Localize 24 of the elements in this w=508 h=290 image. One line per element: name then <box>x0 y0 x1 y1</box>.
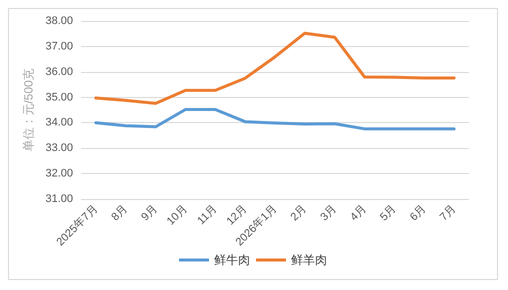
x-tick-label: 4月 <box>348 202 369 224</box>
x-tick-label: 5月 <box>378 202 399 224</box>
x-tick-label: 10月 <box>164 202 190 228</box>
y-tick-label: 32.00 <box>45 168 73 180</box>
line-series <box>94 108 456 130</box>
y-axis-title: 单位：元/500克 <box>22 68 36 152</box>
x-tick-label: 3月 <box>318 202 339 224</box>
x-tick-label: 11月 <box>195 202 220 228</box>
y-tick-label: 35.00 <box>45 91 73 104</box>
line-series <box>94 32 456 105</box>
legend-label: 鲜羊肉 <box>291 253 327 267</box>
y-tick-label: 31.00 <box>45 193 73 205</box>
y-tick-label: 34.00 <box>45 116 73 129</box>
legend-label: 鲜牛肉 <box>214 253 250 267</box>
y-tick-label: 36.00 <box>45 66 73 78</box>
x-tick-label: 2月 <box>288 202 310 224</box>
x-tick-label: 7月 <box>438 202 458 224</box>
x-tick-label: 8月 <box>109 202 130 224</box>
y-tick-label: 37.00 <box>45 40 73 52</box>
x-tick-label: 12月 <box>224 202 250 228</box>
x-tick-label: 6月 <box>408 202 428 224</box>
y-tick-label: 38.00 <box>45 15 73 27</box>
y-tick-label: 33.00 <box>45 142 73 154</box>
x-tick-label: 9月 <box>139 202 160 224</box>
